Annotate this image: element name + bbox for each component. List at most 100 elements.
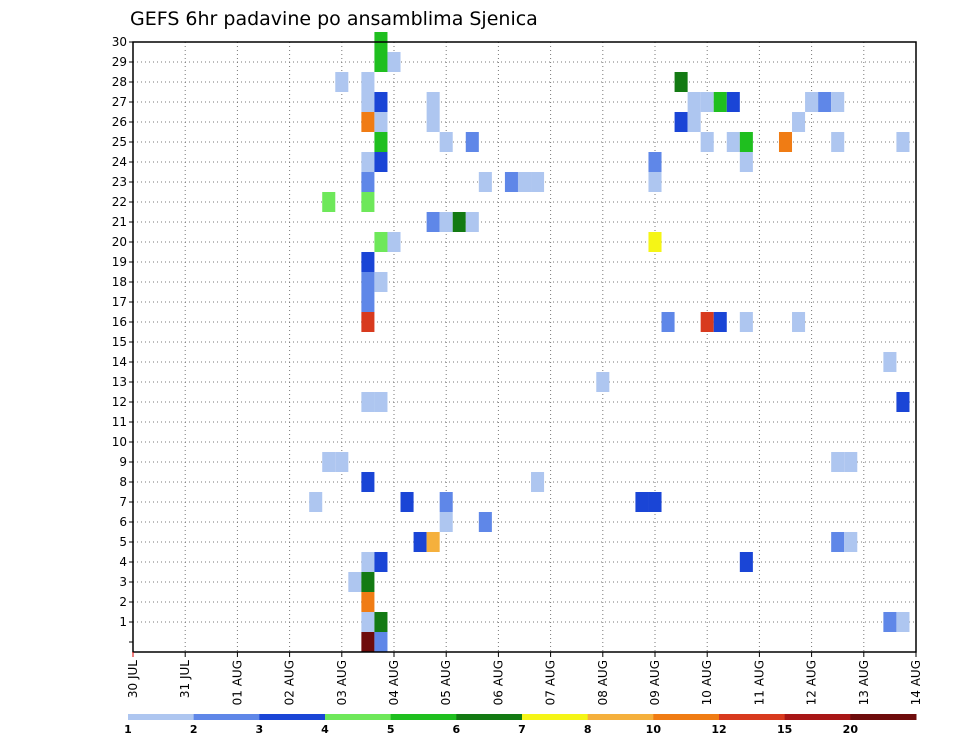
data-cell	[739, 152, 753, 172]
data-cell	[465, 132, 479, 152]
colorbar-label: 15	[777, 723, 792, 736]
data-cell	[348, 572, 362, 592]
data-cell	[361, 272, 375, 292]
data-cell	[648, 232, 662, 252]
y-tick-label: 20	[112, 235, 127, 249]
data-cell	[439, 132, 453, 152]
data-cell	[596, 372, 610, 392]
data-cell	[361, 92, 375, 112]
data-cells	[309, 32, 910, 652]
chart-title: GEFS 6hr padavine po ansamblima Sjenica	[130, 8, 538, 30]
data-cell	[648, 492, 662, 512]
data-cell	[778, 132, 793, 152]
colorbar-swatch	[653, 714, 720, 720]
data-cell	[361, 292, 375, 312]
data-cell	[792, 112, 806, 132]
colorbar-label: 1	[124, 723, 132, 736]
x-tick-label: 03 AUG	[335, 660, 349, 705]
data-cell	[361, 252, 375, 272]
colorbar-swatch	[193, 714, 260, 720]
data-cell	[361, 192, 375, 212]
data-cell	[374, 632, 388, 652]
x-tick-label: 14 AUG	[909, 660, 923, 705]
x-tick-label: 11 AUG	[752, 660, 766, 705]
colorbar-label: 5	[387, 723, 395, 736]
x-tick-label: 07 AUG	[544, 660, 558, 705]
data-cell	[361, 632, 375, 652]
y-tick-label: 29	[112, 55, 127, 69]
data-cell	[674, 72, 688, 92]
data-cell	[361, 152, 375, 172]
colorbar-swatch	[325, 714, 392, 720]
data-cell	[648, 172, 662, 192]
y-tick-label: 2	[119, 595, 127, 609]
data-cell	[531, 172, 545, 192]
data-cell	[844, 532, 858, 552]
colorbar-swatch	[784, 714, 851, 720]
y-tick-label: 19	[112, 255, 127, 269]
data-cell	[309, 492, 323, 512]
y-tick-label: 25	[112, 135, 127, 149]
y-axis: 1234567891011121314151617181920212223242…	[112, 35, 133, 643]
data-cell	[361, 172, 375, 192]
data-cell	[387, 232, 401, 252]
data-cell	[426, 532, 440, 552]
x-tick-label: 04 AUG	[387, 660, 401, 705]
x-tick-label: 09 AUG	[648, 660, 662, 705]
y-tick-label: 11	[112, 415, 127, 429]
x-tick-label: 02 AUG	[283, 660, 297, 705]
data-cell	[713, 92, 727, 112]
y-tick-label: 22	[112, 195, 127, 209]
colorbar: 1 2 3 4 5 6 7 8 10 12 15 20	[124, 714, 917, 736]
colorbar-label: 3	[256, 723, 264, 736]
colorbar-label: 2	[190, 723, 198, 736]
data-cell	[739, 552, 753, 572]
y-tick-label: 1	[119, 615, 127, 629]
data-cell	[726, 92, 740, 112]
colorbar-label: 10	[646, 723, 662, 736]
data-cell	[335, 452, 349, 472]
x-axis: 30 JUL 31 JUL 01 AUG 02 AUG 03 AUG 04 AUG 05 A…	[126, 652, 923, 705]
data-cell	[361, 72, 375, 92]
data-cell	[361, 592, 375, 612]
data-cell	[400, 492, 414, 512]
x-tick-label: 13 AUG	[857, 660, 871, 705]
data-cell	[896, 132, 910, 152]
y-tick-label: 28	[112, 75, 127, 89]
x-tick-label: 10 AUG	[700, 660, 714, 705]
colorbar-label: 4	[321, 723, 329, 736]
y-tick-label: 9	[119, 455, 127, 469]
y-tick-label: 24	[112, 155, 127, 169]
data-cell	[374, 272, 388, 292]
data-cell	[713, 312, 727, 332]
y-tick-label: 10	[112, 435, 127, 449]
y-tick-label: 13	[112, 375, 127, 389]
data-cell	[687, 92, 701, 112]
colorbar-swatch	[587, 714, 654, 720]
data-cell	[478, 512, 492, 532]
plot-frame	[132, 41, 917, 653]
data-cell	[439, 212, 453, 232]
y-tick-label: 26	[112, 115, 127, 129]
data-cell	[896, 612, 910, 632]
data-cell	[322, 192, 336, 212]
data-cell	[517, 172, 532, 192]
data-cell	[374, 132, 388, 152]
grid	[133, 41, 916, 652]
y-tick-label: 27	[112, 95, 127, 109]
colorbar-swatch	[719, 714, 786, 720]
y-tick-label: 21	[112, 215, 127, 229]
data-cell	[674, 112, 688, 132]
colorbar-swatch	[390, 714, 457, 720]
data-cell	[648, 152, 662, 172]
data-cell	[726, 132, 740, 152]
data-cell	[831, 132, 845, 152]
data-cell	[361, 392, 375, 412]
x-tick-label: 31 JUL	[178, 660, 192, 698]
data-cell	[831, 532, 845, 552]
colorbar-swatch	[522, 714, 589, 720]
data-cell	[896, 392, 910, 412]
data-cell	[361, 112, 375, 132]
data-cell	[739, 312, 753, 332]
